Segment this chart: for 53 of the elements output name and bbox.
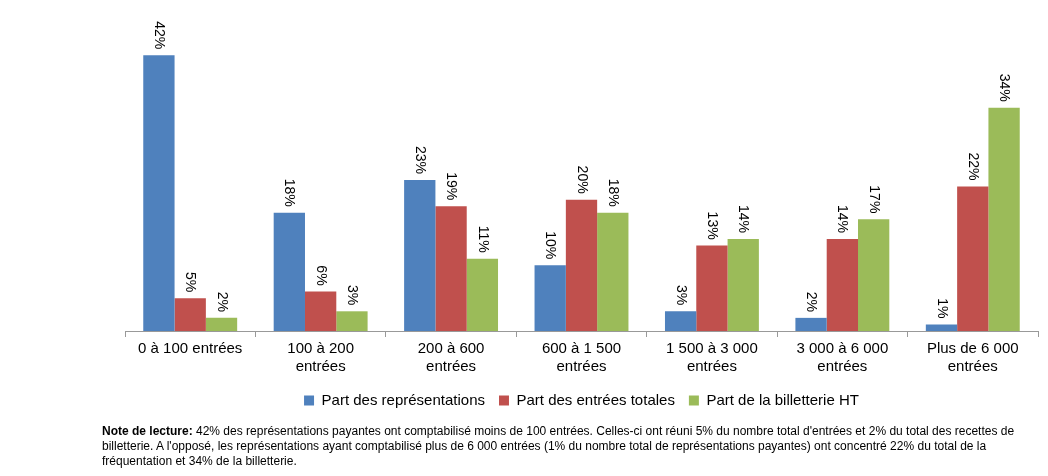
data-label: 3% bbox=[345, 285, 362, 306]
data-label: 2% bbox=[214, 291, 231, 312]
data-label: 13% bbox=[705, 211, 722, 240]
bar bbox=[826, 239, 859, 331]
legend-label: Part des entrées totales bbox=[516, 390, 675, 408]
bar bbox=[143, 55, 175, 331]
x-tick-label: 200 à 600 entrées bbox=[417, 339, 485, 375]
bar bbox=[565, 199, 598, 331]
data-label: 22% bbox=[965, 152, 982, 181]
data-label: 1% bbox=[934, 298, 951, 319]
bar bbox=[957, 186, 989, 331]
data-label: 18% bbox=[605, 178, 622, 207]
x-tick-label: Plus de 6 000 entrées bbox=[926, 339, 1019, 375]
data-label: 23% bbox=[412, 145, 429, 174]
x-tick-label: 3 000 à 6 000 entrées bbox=[796, 339, 889, 375]
bar bbox=[435, 206, 467, 331]
bar bbox=[858, 219, 890, 331]
bar bbox=[727, 239, 759, 331]
bar bbox=[205, 317, 238, 331]
data-label: 11% bbox=[475, 225, 492, 253]
legend-label: Part des représentations bbox=[321, 390, 485, 408]
x-tick-label: 1 500 à 3 000 entrées bbox=[666, 339, 758, 375]
data-label: 3% bbox=[673, 285, 690, 306]
data-label: 14% bbox=[736, 205, 753, 234]
bar bbox=[597, 212, 629, 331]
data-label: 20% bbox=[574, 165, 591, 194]
data-label: 2% bbox=[804, 291, 821, 312]
bar bbox=[664, 311, 697, 331]
data-label: 17% bbox=[866, 185, 883, 214]
data-label: 5% bbox=[183, 271, 200, 293]
data-label: 14% bbox=[835, 205, 852, 234]
data-label: 42% bbox=[152, 21, 169, 50]
bar bbox=[795, 317, 827, 331]
bar bbox=[925, 324, 958, 331]
data-label: 18% bbox=[282, 178, 299, 207]
bar bbox=[696, 245, 728, 331]
bar bbox=[466, 258, 499, 331]
data-label: 6% bbox=[313, 265, 330, 286]
legend-label: Part de la billetterie HT bbox=[706, 390, 859, 408]
text: Note de lecture: 42% des représentations payantes ont comptabilisé moins de 100 entrées. Celles-ci ont réuni 5% du nombre total d'entrées et 2% du total des recettes de billetterie. A l'opposé, les représentations ayant comptabilisé plus de 6 000 entrées (1% du nombre total de représentations payantes) ont concentré 22% du total de la fréquentation et 34% de la billetterie. bbox=[102, 424, 1016, 469]
data-label: 19% bbox=[444, 172, 461, 201]
data-label: 10% bbox=[543, 231, 560, 260]
bar bbox=[304, 291, 337, 331]
bar bbox=[988, 107, 1020, 331]
x-tick-label: 100 à 200 entrées bbox=[287, 339, 355, 375]
bar bbox=[273, 212, 305, 331]
bar bbox=[174, 298, 206, 331]
bar bbox=[336, 311, 368, 331]
bar bbox=[404, 179, 436, 331]
data-label: 34% bbox=[997, 73, 1014, 102]
bar bbox=[534, 265, 566, 331]
x-tick-label: 600 à 1 500 entrées bbox=[541, 339, 622, 375]
x-tick-label: 0 à 100 entrées bbox=[138, 339, 243, 357]
